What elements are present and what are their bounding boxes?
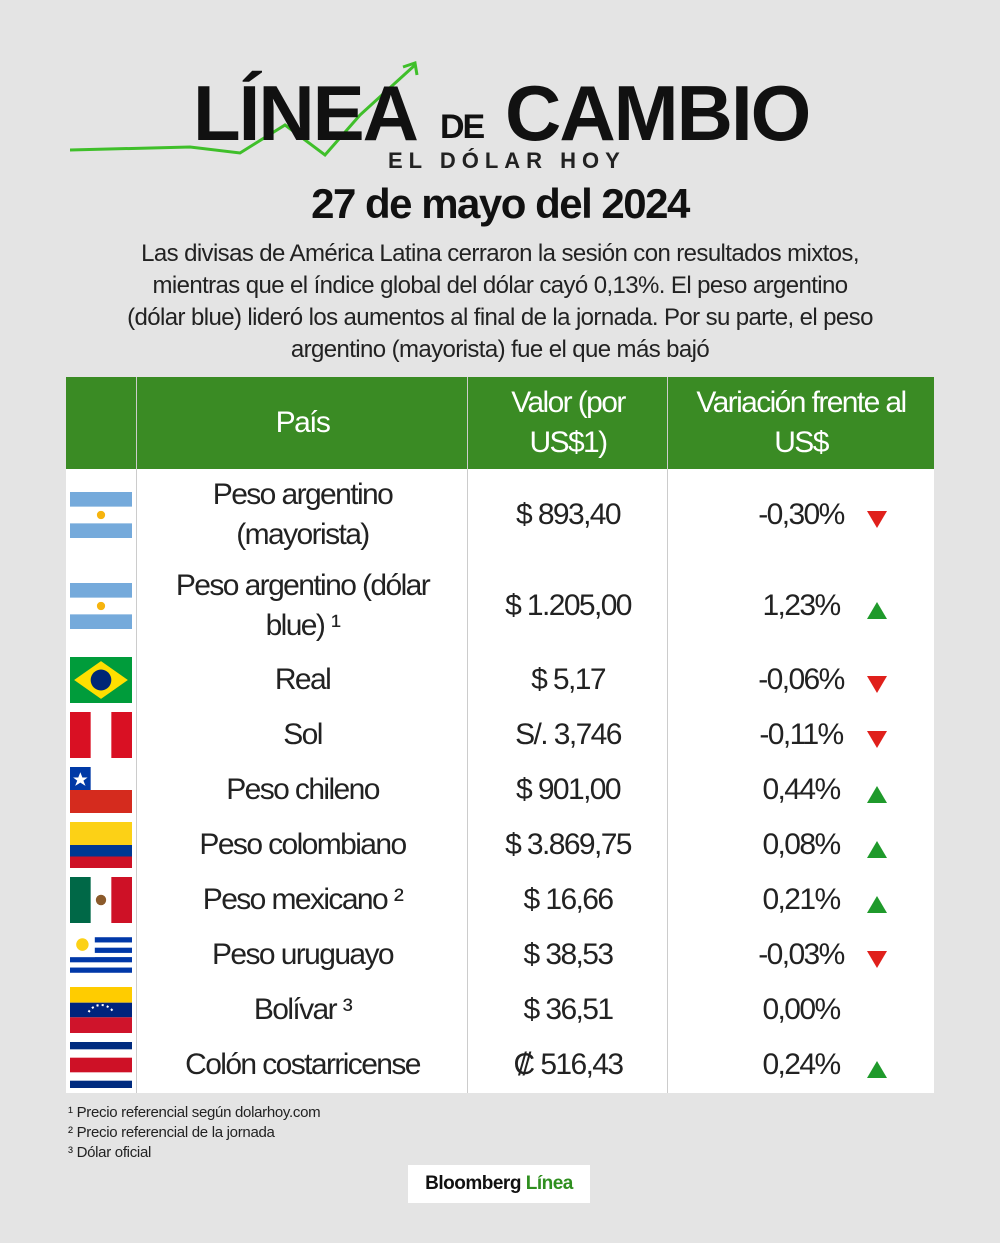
country: Bolívar ³ — [253, 992, 353, 1026]
flag — [70, 711, 132, 758]
variation: -0,30% — [758, 497, 845, 531]
flag-icon — [70, 656, 132, 703]
country: Colón costarricense — [185, 1048, 421, 1081]
flag — [70, 986, 132, 1033]
country: Peso chileno — [226, 772, 380, 806]
value: $ 38,53 — [523, 937, 615, 971]
flag-icon — [70, 1042, 132, 1088]
value: $ 16,66 — [523, 882, 615, 916]
column-divider — [667, 377, 668, 1093]
variation: 0,08% — [762, 827, 841, 861]
arrow-up — [867, 895, 887, 913]
column-divider — [136, 377, 137, 1093]
country: Peso colombiano — [199, 827, 407, 861]
table: País Valor (por US$1) Variación frente a… — [66, 377, 934, 1093]
value: $ 1.205,00 — [505, 589, 632, 622]
trend-arrow — [866, 839, 888, 859]
footnote: ³ Dólar oficial — [68, 1144, 152, 1161]
arrow-up — [867, 1061, 887, 1078]
trend-arrow — [866, 894, 888, 914]
flag — [70, 821, 132, 868]
arrow-down — [867, 730, 887, 748]
arrow-up — [867, 602, 887, 619]
variation: 1,23% — [762, 589, 841, 622]
logo-word: CAMBIO — [505, 69, 811, 157]
flag — [70, 876, 132, 923]
footnote: ² Precio referencial de la jornada — [68, 1124, 275, 1141]
footnotes: ¹ Precio referencial según dolarhoy.com ²… — [68, 1103, 321, 1163]
country: Peso uruguayo — [211, 937, 395, 971]
country: Peso argentino (dólar blue) ¹ — [175, 569, 431, 642]
country: Sol — [283, 717, 323, 751]
brand: Bloomberg Línea — [408, 1165, 590, 1203]
flag-icon — [70, 986, 132, 1033]
value: $ 893,40 — [516, 497, 622, 531]
variation: -0,11% — [759, 717, 844, 751]
value: $ 36,51 — [523, 992, 615, 1026]
value: $ 3.869,75 — [505, 827, 632, 861]
arrow-down — [867, 675, 887, 693]
trend-arrow — [866, 1059, 888, 1079]
trend-arrow — [866, 729, 888, 749]
logo-line — [70, 61, 419, 158]
country: Peso mexicano ² — [202, 882, 404, 916]
column-header: Variación frente al US$ — [696, 386, 907, 459]
arrow-up — [867, 785, 887, 803]
flag-icon — [70, 876, 132, 923]
trend-arrow — [866, 674, 888, 694]
brand-name: Bloomberg — [425, 1173, 521, 1194]
trend-arrow — [866, 600, 888, 620]
trend-arrow — [866, 509, 888, 529]
variation: 0,21% — [762, 882, 841, 916]
arrow-down — [867, 950, 887, 968]
flag-icon — [70, 821, 132, 868]
variation: 0,00% — [762, 992, 841, 1026]
logo-tagline: EL DÓLAR HOY — [388, 148, 626, 173]
flag-icon — [70, 931, 132, 978]
country: Real — [274, 662, 332, 696]
value: $ 5,17 — [531, 662, 606, 696]
flag — [70, 931, 132, 978]
variation: 0,44% — [762, 772, 841, 806]
date: 27 de mayo del 2024 — [311, 180, 690, 227]
value: ₡ 516,43 — [513, 1048, 625, 1081]
column-divider — [467, 377, 468, 1093]
logo-word: DE — [440, 108, 485, 146]
flag — [70, 583, 132, 629]
flag-icon — [70, 491, 132, 538]
footnote: ¹ Precio referencial según dolarhoy.com — [68, 1104, 321, 1121]
variation: 0,24% — [762, 1048, 841, 1081]
flag-icon — [70, 711, 132, 758]
value: S/. 3,746 — [515, 717, 622, 751]
variation: -0,06% — [758, 662, 845, 696]
flag-icon — [70, 766, 132, 813]
flag — [70, 766, 132, 813]
column-header: País — [275, 406, 331, 439]
trend-arrow — [866, 949, 888, 969]
table-header — [66, 377, 934, 469]
flag — [70, 656, 132, 703]
column-header: Valor (por US$1) — [511, 386, 626, 459]
flag-icon — [70, 583, 132, 629]
variation: -0,03% — [758, 937, 845, 971]
flag — [70, 1042, 132, 1088]
trend-arrow — [866, 784, 888, 804]
arrow-up — [867, 840, 887, 858]
value: $ 901,00 — [516, 772, 622, 806]
description: Las divisas de América Latina cerraron l… — [127, 240, 873, 363]
brand-suffix: Línea — [525, 1173, 574, 1194]
flag — [70, 491, 132, 538]
arrow-down — [867, 510, 887, 528]
logo-word: LÍNEA — [193, 69, 419, 157]
country: Peso argentino (mayorista) — [212, 477, 394, 551]
